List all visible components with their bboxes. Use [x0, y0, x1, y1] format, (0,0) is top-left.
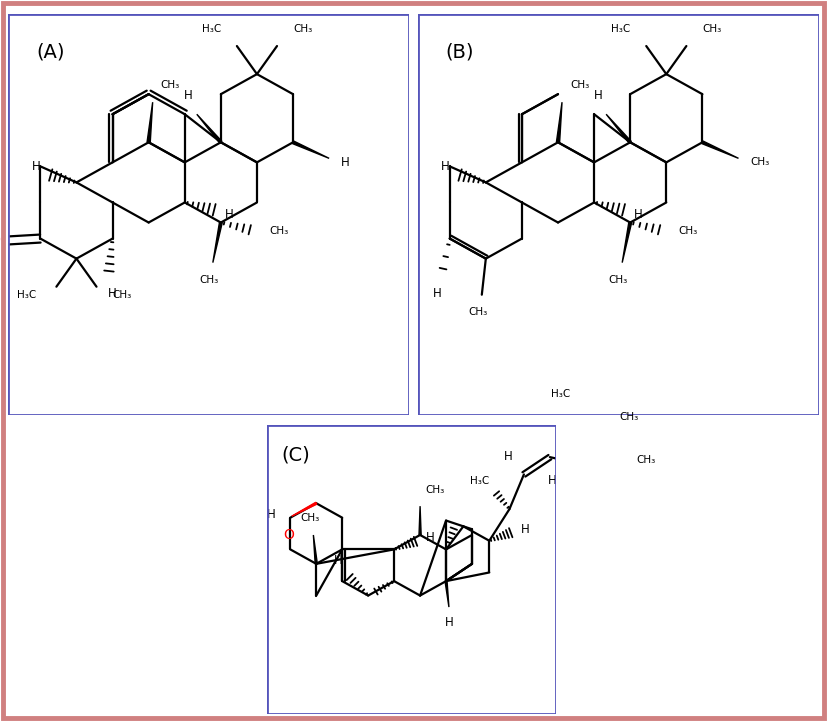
Text: H: H [31, 160, 41, 173]
Text: CH₃: CH₃ [609, 275, 628, 285]
Text: H: H [426, 531, 435, 544]
Polygon shape [292, 503, 317, 516]
Text: (A): (A) [36, 42, 65, 61]
Polygon shape [702, 141, 739, 159]
Text: H: H [333, 554, 342, 567]
Polygon shape [293, 141, 329, 159]
Text: CH₃: CH₃ [293, 24, 313, 34]
Text: CH₃: CH₃ [426, 485, 445, 495]
Text: H: H [433, 287, 442, 300]
Text: H₃C: H₃C [551, 389, 570, 399]
Text: H: H [594, 89, 602, 102]
Polygon shape [622, 222, 632, 262]
Text: H: H [441, 160, 450, 173]
Polygon shape [197, 114, 222, 143]
Text: CH₃: CH₃ [468, 306, 487, 317]
Text: H₃C: H₃C [470, 476, 490, 486]
Text: (C): (C) [282, 446, 310, 464]
Text: CH₃: CH₃ [702, 24, 722, 34]
Text: CH₃: CH₃ [301, 513, 320, 523]
Text: H₃C: H₃C [611, 24, 630, 34]
Polygon shape [147, 102, 153, 143]
Polygon shape [445, 581, 449, 607]
Text: H₃C: H₃C [17, 290, 36, 300]
Text: CH₃: CH₃ [269, 226, 289, 236]
Text: H: H [521, 523, 530, 536]
Text: H: H [504, 450, 513, 463]
Text: H: H [267, 508, 276, 521]
Polygon shape [606, 114, 631, 143]
Text: CH₃: CH₃ [570, 80, 590, 90]
Text: H₃C: H₃C [202, 24, 221, 34]
Polygon shape [557, 102, 562, 143]
Text: O: O [284, 528, 294, 541]
Text: CH₃: CH₃ [619, 412, 638, 422]
Text: H: H [225, 208, 233, 221]
Polygon shape [313, 535, 318, 564]
Text: CH₃: CH₃ [160, 80, 180, 90]
Text: CH₃: CH₃ [112, 290, 131, 300]
Text: CH₃: CH₃ [637, 455, 656, 465]
Text: H: H [445, 616, 453, 629]
Text: CH₃: CH₃ [751, 157, 770, 167]
Text: H: H [634, 208, 643, 221]
Text: H: H [342, 156, 350, 169]
Text: H: H [548, 474, 557, 487]
Text: CH₃: CH₃ [678, 226, 698, 236]
Text: CH₃: CH₃ [199, 275, 218, 285]
Polygon shape [419, 506, 421, 535]
Text: (B): (B) [446, 42, 474, 61]
Text: H: H [184, 89, 193, 102]
Polygon shape [213, 222, 222, 262]
Text: H: H [108, 287, 117, 300]
